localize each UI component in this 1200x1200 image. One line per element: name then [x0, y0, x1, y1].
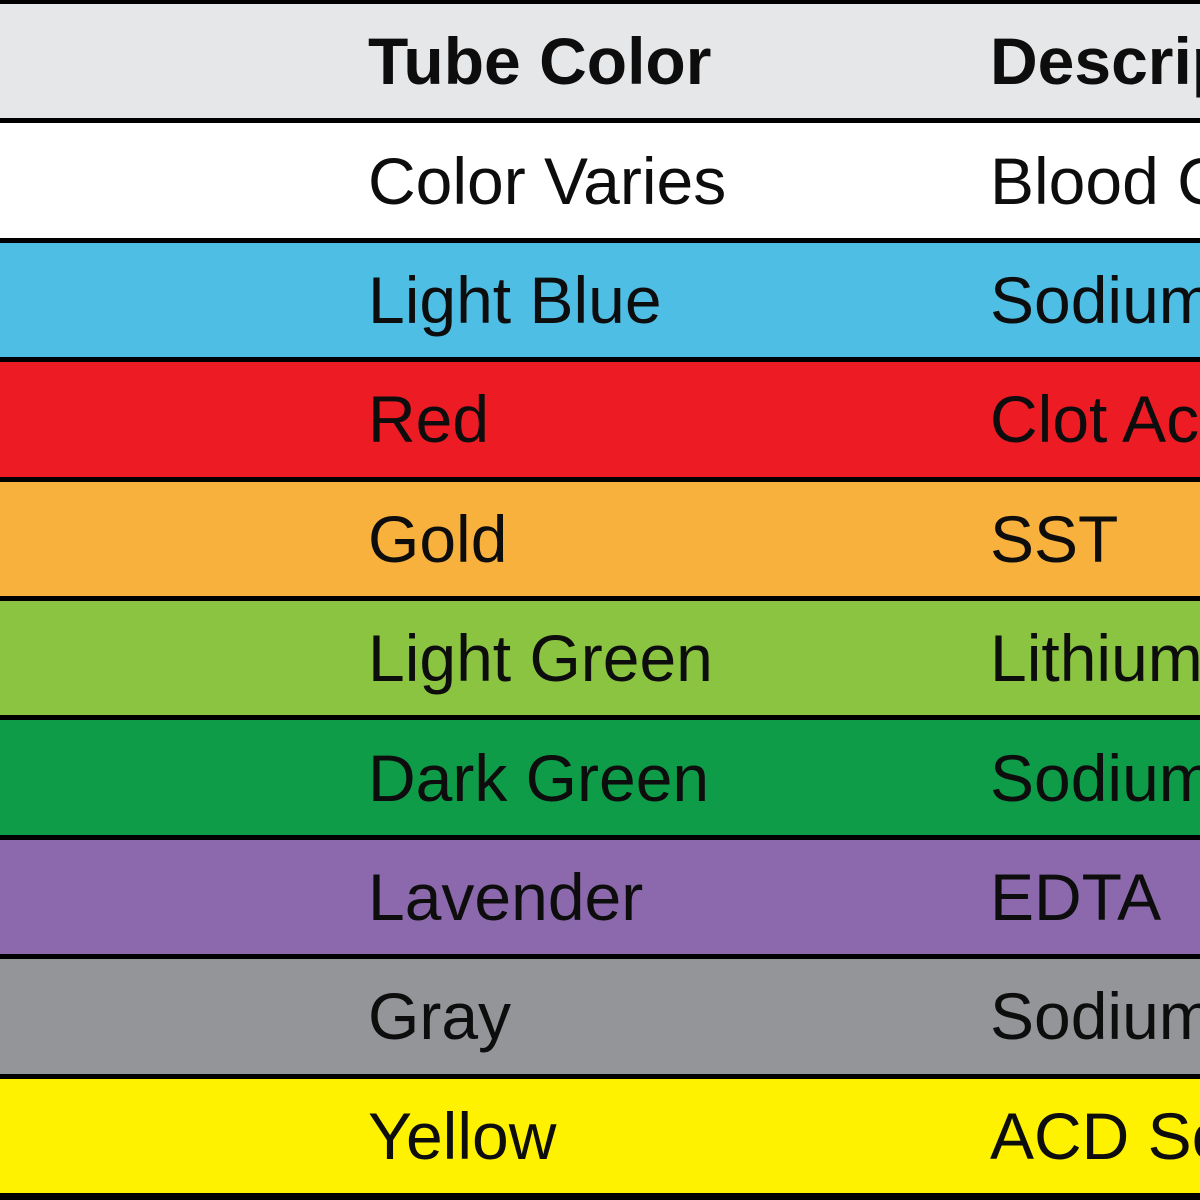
- table-row: Gold SST: [0, 481, 1200, 602]
- tube-color-cell: Light Blue: [368, 263, 662, 338]
- table-row: Red Clot Act: [0, 362, 1200, 482]
- description-cell: Lithium: [990, 621, 1200, 696]
- tube-color-cell: Light Green: [368, 621, 713, 696]
- tube-color-cell: Color Varies: [368, 143, 727, 218]
- tube-color-cell: Dark Green: [368, 740, 710, 815]
- tube-color-cell: Gray: [368, 979, 512, 1054]
- description-cell: Sodium: [990, 740, 1200, 815]
- table-row: Light Blue Sodium: [0, 242, 1200, 363]
- table-row: Yellow ACD So: [0, 1078, 1200, 1193]
- description-cell: Sodium: [990, 979, 1200, 1054]
- tube-color-cell: Gold: [368, 501, 508, 576]
- description-cell: Blood C: [990, 143, 1200, 218]
- table-header-row: Tube Color Descrip: [0, 4, 1200, 124]
- tube-color-cell: Lavender: [368, 860, 644, 935]
- header-tube-color: Tube Color: [368, 24, 712, 99]
- description-cell: ACD So: [990, 1098, 1200, 1173]
- table-row: Dark Green Sodium: [0, 720, 1200, 840]
- description-cell: SST: [990, 501, 1119, 576]
- table-row: Light Green Lithium: [0, 601, 1200, 721]
- description-cell: Clot Act: [990, 382, 1200, 457]
- description-cell: Sodium: [990, 263, 1200, 338]
- tube-color-cell: Red: [368, 382, 490, 457]
- description-cell: EDTA: [990, 860, 1162, 935]
- table-row: Gray Sodium: [0, 959, 1200, 1079]
- tube-color-cell: Yellow: [368, 1098, 557, 1173]
- table-row: Color Varies Blood C: [0, 123, 1200, 243]
- header-description: Descrip: [990, 24, 1200, 99]
- table-row: Lavender EDTA: [0, 839, 1200, 960]
